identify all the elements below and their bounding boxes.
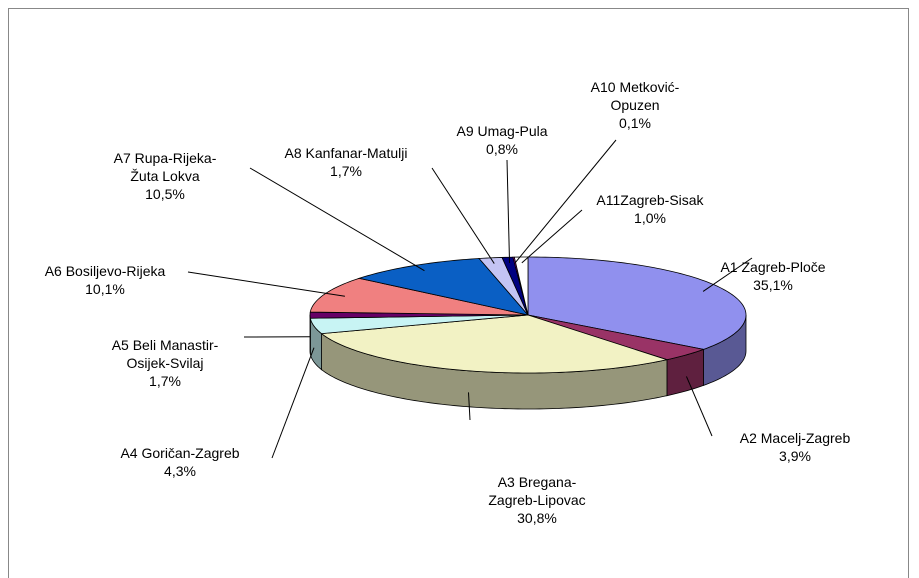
value-label: 35,1% xyxy=(720,276,825,294)
category-label: A8 Kanfanar-Matulji xyxy=(285,144,408,162)
category-label: A10 Metković- Opuzen xyxy=(591,78,680,114)
category-label: A1 Zagreb-Ploče xyxy=(720,258,825,276)
value-label: 4,3% xyxy=(120,462,239,480)
category-label: A5 Beli Manastir- Osijek-Svilaj xyxy=(112,336,219,372)
value-label: 0,1% xyxy=(591,114,680,132)
value-label: 30,8% xyxy=(488,509,585,527)
category-label: A3 Bregana- Zagreb-Lipovac xyxy=(488,473,585,509)
leader-line xyxy=(250,168,424,271)
category-label: A11Zagreb-Sisak xyxy=(596,191,703,209)
category-label: A9 Umag-Pula xyxy=(456,122,547,140)
value-label: 10,1% xyxy=(45,280,166,298)
leader-line xyxy=(272,348,314,458)
value-label: 1,0% xyxy=(596,209,703,227)
value-label: 1,7% xyxy=(285,162,408,180)
value-label: 10,5% xyxy=(114,185,217,203)
value-label: 0,8% xyxy=(456,140,547,158)
category-label: A4 Goričan-Zagreb xyxy=(120,444,239,462)
value-label: 1,7% xyxy=(112,372,219,390)
category-label: A6 Bosiljevo-Rijeka xyxy=(45,262,166,280)
value-label: 3,9% xyxy=(740,447,851,465)
leader-line xyxy=(188,272,345,296)
leader-line xyxy=(432,168,494,264)
leader-line xyxy=(507,160,510,263)
category-label: A2 Macelj-Zagreb xyxy=(740,429,851,447)
category-label: A7 Rupa-Rijeka- Žuta Lokva xyxy=(114,149,217,185)
